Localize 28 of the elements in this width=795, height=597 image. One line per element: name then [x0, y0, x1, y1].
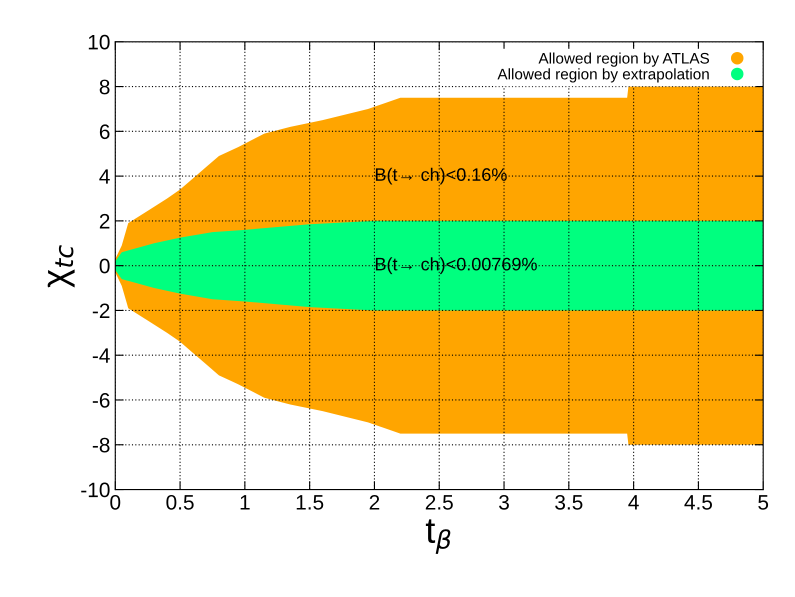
legend-label: Allowed region by ATLAS: [538, 52, 710, 67]
y-tick-label: 10: [88, 34, 110, 50]
y-tick-label: -2: [92, 303, 110, 318]
legend-label: Allowed region by extrapolation: [497, 68, 709, 82]
x-tick-label: 3.5: [555, 494, 582, 510]
y-tick-label: -10: [81, 482, 110, 498]
annotation: B(t→ ch)<0.00769%: [376, 257, 537, 274]
y-axis-title: χ$_{tc}$: [48, 245, 75, 288]
y-tick-label: 0: [100, 258, 110, 274]
y-tick-label: 6: [100, 124, 110, 140]
x-tick-label: 3: [499, 494, 509, 510]
y-tick-label: 2: [100, 214, 110, 228]
x-tick-label: 5: [758, 495, 768, 510]
y-tick-label: -6: [92, 392, 110, 408]
x-tick-label: 4: [628, 495, 639, 510]
x-axis-title: t$_{β}$: [426, 519, 450, 554]
x-tick-label: 4.5: [684, 495, 712, 510]
x-tick-label: 2.5: [426, 494, 453, 510]
x-tick-label: 1: [240, 495, 250, 510]
x-tick-label: 1.5: [296, 495, 324, 510]
x-tick-label: 2: [370, 494, 380, 510]
y-tick-label: 8: [100, 80, 110, 94]
y-tick-label: 4: [99, 169, 110, 184]
y-tick-label: -8: [92, 438, 110, 453]
x-tick-label: 0.5: [166, 494, 194, 510]
annotation: B(t→ ch)<0.16%: [376, 168, 507, 185]
y-tick-label: -4: [92, 348, 110, 363]
x-tick-label: 0: [110, 494, 120, 510]
